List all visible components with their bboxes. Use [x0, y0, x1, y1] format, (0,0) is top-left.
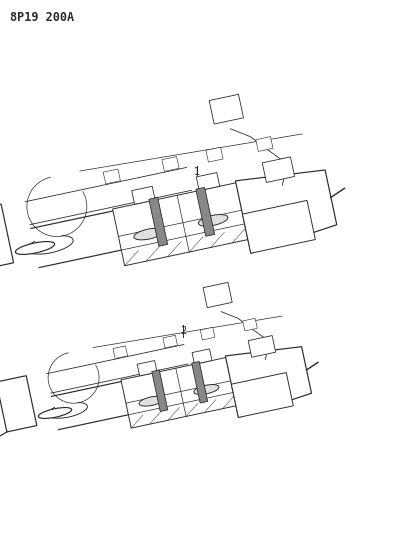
Polygon shape	[149, 197, 167, 246]
Polygon shape	[137, 360, 157, 376]
Ellipse shape	[198, 215, 228, 226]
Polygon shape	[203, 282, 232, 308]
Polygon shape	[196, 173, 220, 191]
Polygon shape	[113, 346, 128, 359]
Polygon shape	[152, 370, 168, 411]
Polygon shape	[256, 136, 273, 151]
Ellipse shape	[38, 408, 71, 418]
Polygon shape	[206, 147, 223, 162]
Polygon shape	[132, 186, 155, 204]
Polygon shape	[113, 182, 254, 266]
Polygon shape	[248, 336, 276, 357]
Polygon shape	[0, 204, 13, 270]
Polygon shape	[192, 361, 208, 403]
Polygon shape	[226, 346, 312, 417]
Polygon shape	[121, 357, 241, 428]
Polygon shape	[192, 349, 212, 364]
Text: 8P19 200A: 8P19 200A	[10, 11, 74, 24]
Polygon shape	[0, 376, 37, 432]
Polygon shape	[243, 200, 315, 253]
Text: 1: 1	[194, 167, 200, 177]
Polygon shape	[196, 188, 214, 236]
Ellipse shape	[134, 228, 163, 240]
Polygon shape	[200, 327, 215, 340]
Polygon shape	[162, 157, 179, 172]
Ellipse shape	[15, 241, 55, 254]
Polygon shape	[163, 335, 177, 348]
Polygon shape	[231, 373, 293, 417]
Ellipse shape	[194, 385, 219, 394]
Ellipse shape	[139, 396, 164, 406]
Polygon shape	[262, 157, 295, 182]
Polygon shape	[103, 169, 120, 184]
Polygon shape	[209, 94, 243, 124]
Polygon shape	[235, 170, 337, 253]
Polygon shape	[243, 318, 257, 331]
Text: 2: 2	[180, 326, 186, 336]
